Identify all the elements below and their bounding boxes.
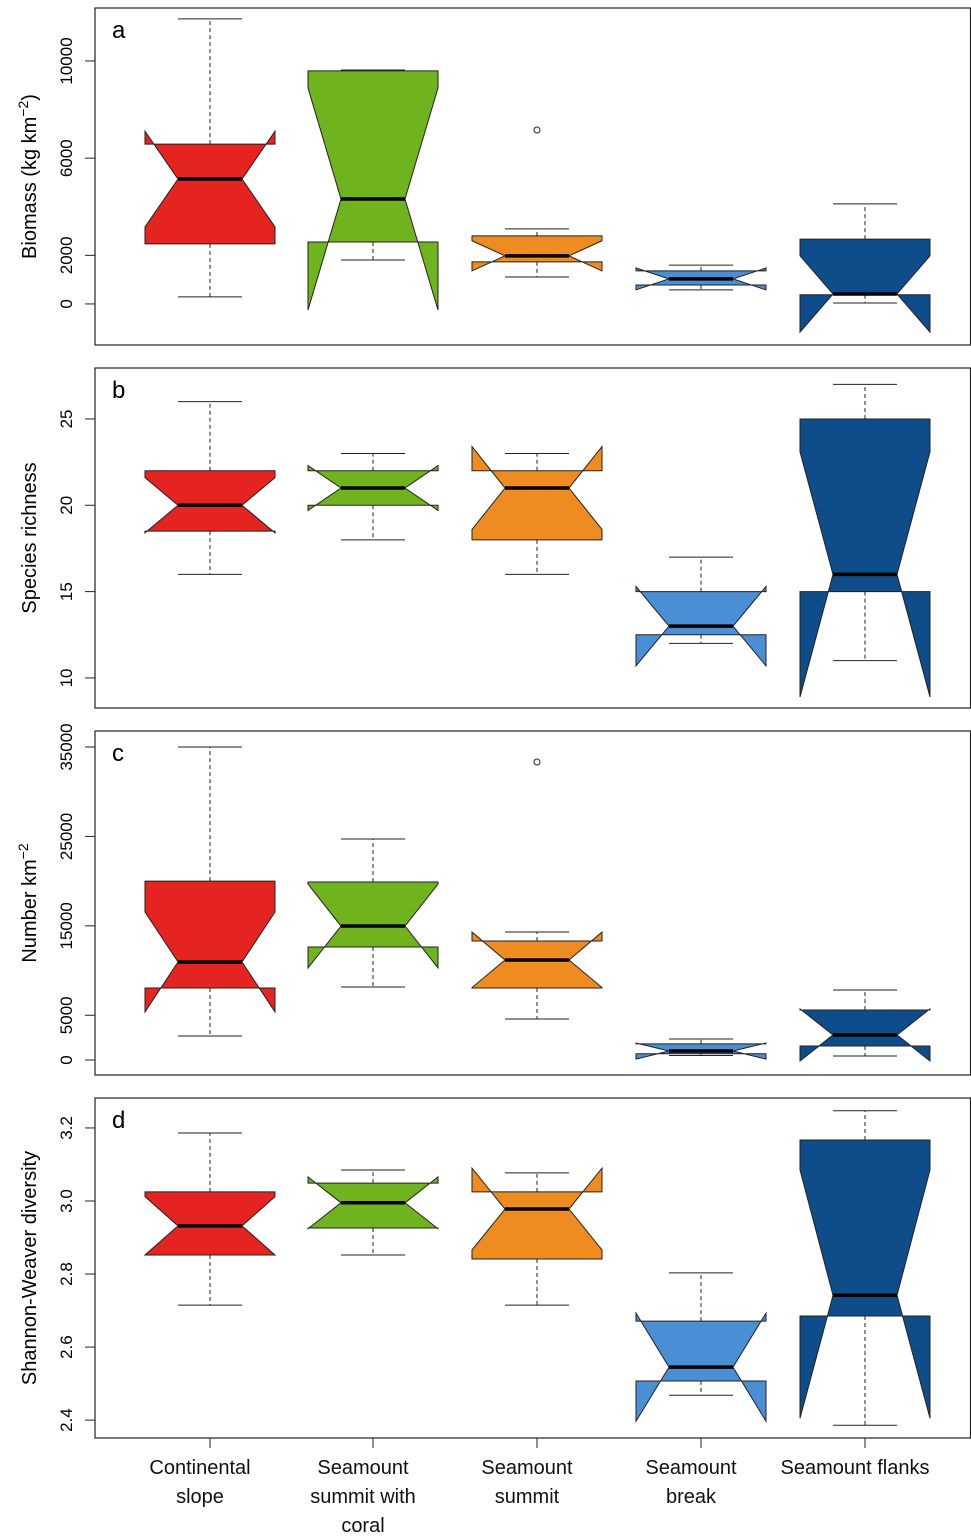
y-tick-label: 25 bbox=[57, 409, 76, 428]
x-tick-label: Seamount break bbox=[645, 1457, 737, 1508]
notched-box bbox=[144, 880, 276, 1014]
panel-label: a bbox=[112, 17, 126, 44]
y-axis-label: Number km−2 bbox=[15, 843, 41, 963]
y-axis-label-text: Shannon-Weaver diversity bbox=[19, 1151, 41, 1385]
y-axis-label-sup: −2 bbox=[15, 843, 31, 859]
notched-box bbox=[471, 1166, 603, 1260]
panel-label: b bbox=[112, 377, 125, 404]
y-tick-label: 10000 bbox=[57, 37, 76, 84]
notched-box bbox=[799, 418, 931, 698]
notched-box bbox=[799, 238, 931, 334]
y-tick-label: 5000 bbox=[57, 996, 76, 1034]
y-axis-label: Biomass (kg km−2) bbox=[15, 94, 41, 259]
y-tick-label: 2.4 bbox=[57, 1408, 76, 1432]
notched-box bbox=[144, 129, 276, 245]
outlier bbox=[533, 126, 541, 134]
y-tick-label: 6000 bbox=[57, 139, 76, 177]
y-tick-label: 2000 bbox=[57, 236, 76, 274]
y-tick-label: 0 bbox=[57, 1055, 76, 1064]
y-tick-label: 2.8 bbox=[57, 1262, 76, 1286]
panel-label: c bbox=[112, 740, 124, 767]
y-axis-label-end: ) bbox=[19, 94, 41, 101]
y-tick-label: 15000 bbox=[57, 902, 76, 949]
y-tick-label: 20 bbox=[57, 496, 76, 515]
notched-box bbox=[307, 70, 439, 311]
notched-box bbox=[144, 470, 276, 534]
y-tick-label: 15 bbox=[57, 582, 76, 601]
x-tick-label: Seamount summit bbox=[481, 1457, 573, 1508]
y-axis-label: Shannon-Weaver diversity bbox=[19, 1151, 41, 1385]
y-tick-label: 2.6 bbox=[57, 1335, 76, 1359]
y-tick-label: 3.2 bbox=[57, 1116, 76, 1140]
y-tick-label: 10 bbox=[57, 668, 76, 687]
notched-box bbox=[799, 1139, 931, 1419]
y-axis-label-sup: −2 bbox=[15, 101, 31, 117]
x-tick-label: Seamount flanks bbox=[780, 1457, 930, 1479]
panel-label: d bbox=[112, 1107, 125, 1134]
y-tick-label: 3.0 bbox=[57, 1189, 76, 1213]
outlier bbox=[533, 758, 541, 766]
y-axis-label-text: Species richness bbox=[19, 462, 41, 613]
notched-box bbox=[143, 1191, 277, 1256]
y-tick-label: 35000 bbox=[57, 723, 76, 770]
x-tick-label: Continental slope bbox=[149, 1457, 251, 1508]
y-axis-label-text: Biomass (kg km bbox=[19, 117, 41, 259]
y-tick-label: 25000 bbox=[57, 813, 76, 860]
notched-box bbox=[471, 445, 603, 541]
x-tick-label: Seamount summit with coral bbox=[310, 1457, 416, 1537]
y-tick-label: 0 bbox=[57, 299, 76, 308]
notched-box bbox=[471, 235, 603, 272]
y-axis-label-text: Number km bbox=[19, 859, 41, 962]
y-axis-label: Species richness bbox=[19, 462, 41, 613]
